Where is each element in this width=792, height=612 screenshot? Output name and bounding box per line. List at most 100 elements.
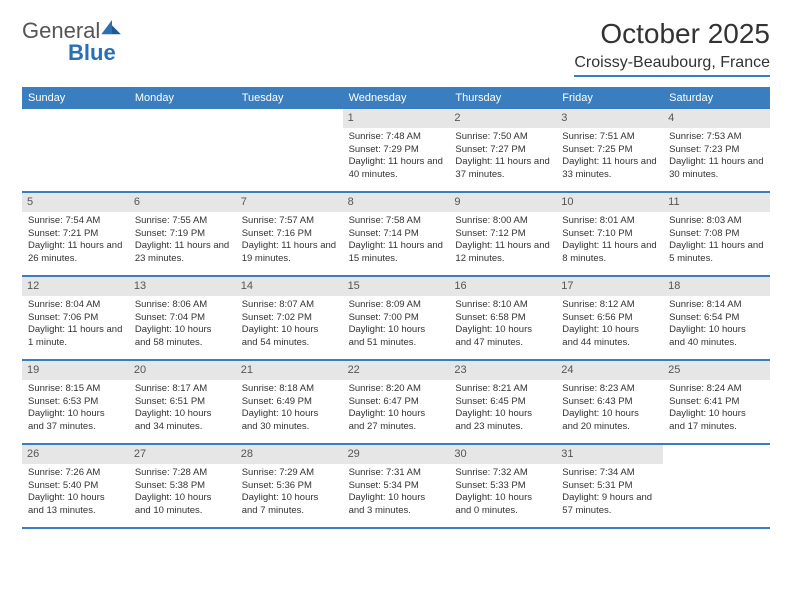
day-info: Sunrise: 8:06 AMSunset: 7:04 PMDaylight:…	[135, 299, 230, 350]
day-cell: 6 Sunrise: 7:55 AMSunset: 7:19 PMDaylight…	[129, 193, 236, 275]
empty-cell	[129, 109, 236, 191]
daylight-line: Daylight: 10 hours and 10 minutes.	[135, 492, 230, 518]
day-cell: 5Sunrise: 7:54 AMSunset: 7:21 PMDaylight…	[22, 193, 129, 275]
daylight-line: Daylight: 10 hours and 27 minutes.	[349, 408, 444, 434]
day-info: Sunrise: 8:17 AMSunset: 6:51 PMDaylight:…	[135, 383, 230, 434]
sunset-line: Sunset: 5:36 PM	[242, 480, 337, 493]
sunset-line: Sunset: 7:21 PM	[28, 228, 123, 241]
day-info: Sunrise: 7:29 AMSunset: 5:36 PMDaylight:…	[242, 467, 337, 518]
day-cell: 19Sunrise: 8:15 AMSunset: 6:53 PMDayligh…	[22, 361, 129, 443]
header: GeneralBlue October 2025 Croissy-Beaubou…	[22, 18, 770, 77]
sunrise-line: Sunrise: 7:57 AM	[242, 215, 337, 228]
sunrise-line: Sunrise: 7:53 AM	[669, 131, 764, 144]
sunrise-line: Sunrise: 7:48 AM	[349, 131, 444, 144]
sunset-line: Sunset: 5:38 PM	[135, 480, 230, 493]
sunset-line: Sunset: 6:49 PM	[242, 396, 337, 409]
day-info: Sunrise: 8:18 AMSunset: 6:49 PMDaylight:…	[242, 383, 337, 434]
sunset-line: Sunset: 7:10 PM	[562, 228, 657, 241]
day-number: 8	[343, 193, 450, 212]
day-info: Sunrise: 8:21 AMSunset: 6:45 PMDaylight:…	[455, 383, 550, 434]
day-number: 15	[343, 277, 450, 296]
daylight-line: Daylight: 11 hours and 30 minutes.	[669, 156, 764, 182]
day-info: Sunrise: 7:26 AMSunset: 5:40 PMDaylight:…	[28, 467, 123, 518]
day-number: 7	[236, 193, 343, 212]
day-number: 25	[663, 361, 770, 380]
sunset-line: Sunset: 5:40 PM	[28, 480, 123, 493]
week-row: 26Sunrise: 7:26 AMSunset: 5:40 PMDayligh…	[22, 445, 770, 529]
day-number: 24	[556, 361, 663, 380]
sunrise-line: Sunrise: 7:58 AM	[349, 215, 444, 228]
day-header-row: Sunday Monday Tuesday Wednesday Thursday…	[22, 87, 770, 109]
sunset-line: Sunset: 7:08 PM	[669, 228, 764, 241]
daylight-line: Daylight: 11 hours and 15 minutes.	[349, 240, 444, 266]
logo-text-blue: Blue	[68, 40, 116, 66]
day-cell: 12Sunrise: 8:04 AMSunset: 7:06 PMDayligh…	[22, 277, 129, 359]
day-cell: 2Sunrise: 7:50 AMSunset: 7:27 PMDaylight…	[449, 109, 556, 191]
sunset-line: Sunset: 6:47 PM	[349, 396, 444, 409]
empty-cell	[663, 445, 770, 527]
sunset-line: Sunset: 5:33 PM	[455, 480, 550, 493]
daylight-line: Daylight: 10 hours and 17 minutes.	[669, 408, 764, 434]
week-row: 19Sunrise: 8:15 AMSunset: 6:53 PMDayligh…	[22, 361, 770, 445]
dayhead-thu: Thursday	[449, 87, 556, 109]
day-number: 17	[556, 277, 663, 296]
logo: GeneralBlue	[22, 18, 123, 66]
day-cell: 31Sunrise: 7:34 AMSunset: 5:31 PMDayligh…	[556, 445, 663, 527]
day-number: 13	[129, 277, 236, 296]
sunset-line: Sunset: 7:25 PM	[562, 144, 657, 157]
day-number: 30	[449, 445, 556, 464]
logo-mark-icon	[101, 20, 123, 36]
day-info: Sunrise: 8:01 AMSunset: 7:10 PMDaylight:…	[562, 215, 657, 266]
day-cell: 13 Sunrise: 8:06 AMSunset: 7:04 PMDayligh…	[129, 277, 236, 359]
day-info: Sunrise: 8:00 AMSunset: 7:12 PMDaylight:…	[455, 215, 550, 266]
sunrise-line: Sunrise: 8:07 AM	[242, 299, 337, 312]
sunset-line: Sunset: 5:34 PM	[349, 480, 444, 493]
daylight-line: Daylight: 9 hours and 57 minutes.	[562, 492, 657, 518]
sunset-line: Sunset: 7:04 PM	[135, 312, 230, 325]
day-number: 14	[236, 277, 343, 296]
daylight-line: Daylight: 11 hours and 1 minute.	[28, 324, 123, 350]
day-number: 6	[129, 193, 236, 212]
day-cell: 22Sunrise: 8:20 AMSunset: 6:47 PMDayligh…	[343, 361, 450, 443]
sunset-line: Sunset: 6:58 PM	[455, 312, 550, 325]
day-info: Sunrise: 8:24 AMSunset: 6:41 PMDaylight:…	[669, 383, 764, 434]
daylight-line: Daylight: 10 hours and 13 minutes.	[28, 492, 123, 518]
day-number: 5	[22, 193, 129, 212]
day-info: Sunrise: 8:14 AMSunset: 6:54 PMDaylight:…	[669, 299, 764, 350]
day-cell: 28Sunrise: 7:29 AMSunset: 5:36 PMDayligh…	[236, 445, 343, 527]
calendar: Sunday Monday Tuesday Wednesday Thursday…	[22, 87, 770, 529]
daylight-line: Daylight: 11 hours and 37 minutes.	[455, 156, 550, 182]
sunset-line: Sunset: 7:02 PM	[242, 312, 337, 325]
title-block: October 2025 Croissy-Beaubourg, France	[574, 18, 770, 77]
sunrise-line: Sunrise: 7:34 AM	[562, 467, 657, 480]
day-number: 4	[663, 109, 770, 128]
day-number: 26	[22, 445, 129, 464]
day-info: Sunrise: 8:15 AMSunset: 6:53 PMDaylight:…	[28, 383, 123, 434]
day-number: 16	[449, 277, 556, 296]
daylight-line: Daylight: 11 hours and 26 minutes.	[28, 240, 123, 266]
daylight-line: Daylight: 11 hours and 12 minutes.	[455, 240, 550, 266]
location-label: Croissy-Beaubourg, France	[574, 54, 770, 77]
day-info: Sunrise: 7:57 AMSunset: 7:16 PMDaylight:…	[242, 215, 337, 266]
day-cell: 20Sunrise: 8:17 AMSunset: 6:51 PMDayligh…	[129, 361, 236, 443]
day-cell: 8Sunrise: 7:58 AMSunset: 7:14 PMDaylight…	[343, 193, 450, 275]
week-row: 1Sunrise: 7:48 AMSunset: 7:29 PMDaylight…	[22, 109, 770, 193]
sunrise-line: Sunrise: 8:04 AM	[28, 299, 123, 312]
day-number: 3	[556, 109, 663, 128]
week-row: 5Sunrise: 7:54 AMSunset: 7:21 PMDaylight…	[22, 193, 770, 277]
sunset-line: Sunset: 6:41 PM	[669, 396, 764, 409]
sunrise-line: Sunrise: 8:09 AM	[349, 299, 444, 312]
day-info: Sunrise: 8:07 AMSunset: 7:02 PMDaylight:…	[242, 299, 337, 350]
sunrise-line: Sunrise: 8:06 AM	[135, 299, 230, 312]
daylight-line: Daylight: 10 hours and 40 minutes.	[669, 324, 764, 350]
day-info: Sunrise: 8:10 AMSunset: 6:58 PMDaylight:…	[455, 299, 550, 350]
day-number: 10	[556, 193, 663, 212]
sunrise-line: Sunrise: 7:29 AM	[242, 467, 337, 480]
day-number: 29	[343, 445, 450, 464]
day-cell: 11Sunrise: 8:03 AMSunset: 7:08 PMDayligh…	[663, 193, 770, 275]
day-number: 2	[449, 109, 556, 128]
day-info: Sunrise: 7:55 AMSunset: 7:19 PMDaylight:…	[135, 215, 230, 266]
sunrise-line: Sunrise: 7:26 AM	[28, 467, 123, 480]
sunset-line: Sunset: 7:06 PM	[28, 312, 123, 325]
dayhead-sun: Sunday	[22, 87, 129, 109]
